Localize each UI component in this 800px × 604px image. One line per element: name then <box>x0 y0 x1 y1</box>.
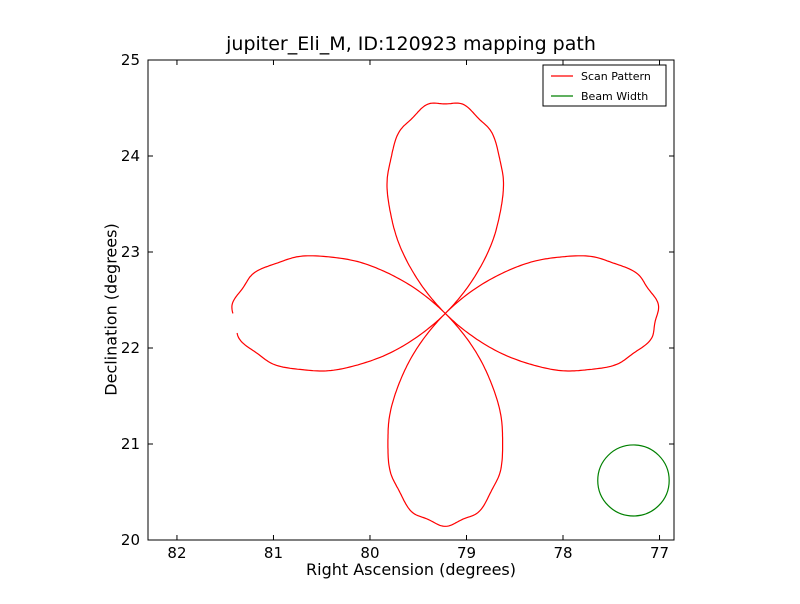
x-axis-label: Right Ascension (degrees) <box>306 560 516 579</box>
y-tick-label: 23 <box>121 243 140 261</box>
beam-width-circle <box>597 444 670 517</box>
x-tick-label: 78 <box>553 544 572 562</box>
y-tick-label: 21 <box>121 435 140 453</box>
x-tick-label: 77 <box>650 544 669 562</box>
x-tick-label: 82 <box>167 544 186 562</box>
x-tick-label: 80 <box>360 544 379 562</box>
y-tick-label: 25 <box>121 51 140 69</box>
y-tick-label: 24 <box>121 147 140 165</box>
chart-title: jupiter_Eli_M, ID:120923 mapping path <box>226 33 596 55</box>
y-tick-label: 22 <box>121 339 140 357</box>
legend-box <box>542 64 667 107</box>
x-tick-label: 81 <box>264 544 283 562</box>
legend-label: Scan Pattern <box>581 70 651 83</box>
scan-pattern-line <box>231 102 660 527</box>
y-axis-label: Declination (degrees) <box>101 223 121 396</box>
legend-label: Beam Width <box>581 90 648 103</box>
plot-frame <box>147 59 675 541</box>
y-tick-label: 20 <box>121 531 140 549</box>
x-tick-label: 79 <box>457 544 476 562</box>
